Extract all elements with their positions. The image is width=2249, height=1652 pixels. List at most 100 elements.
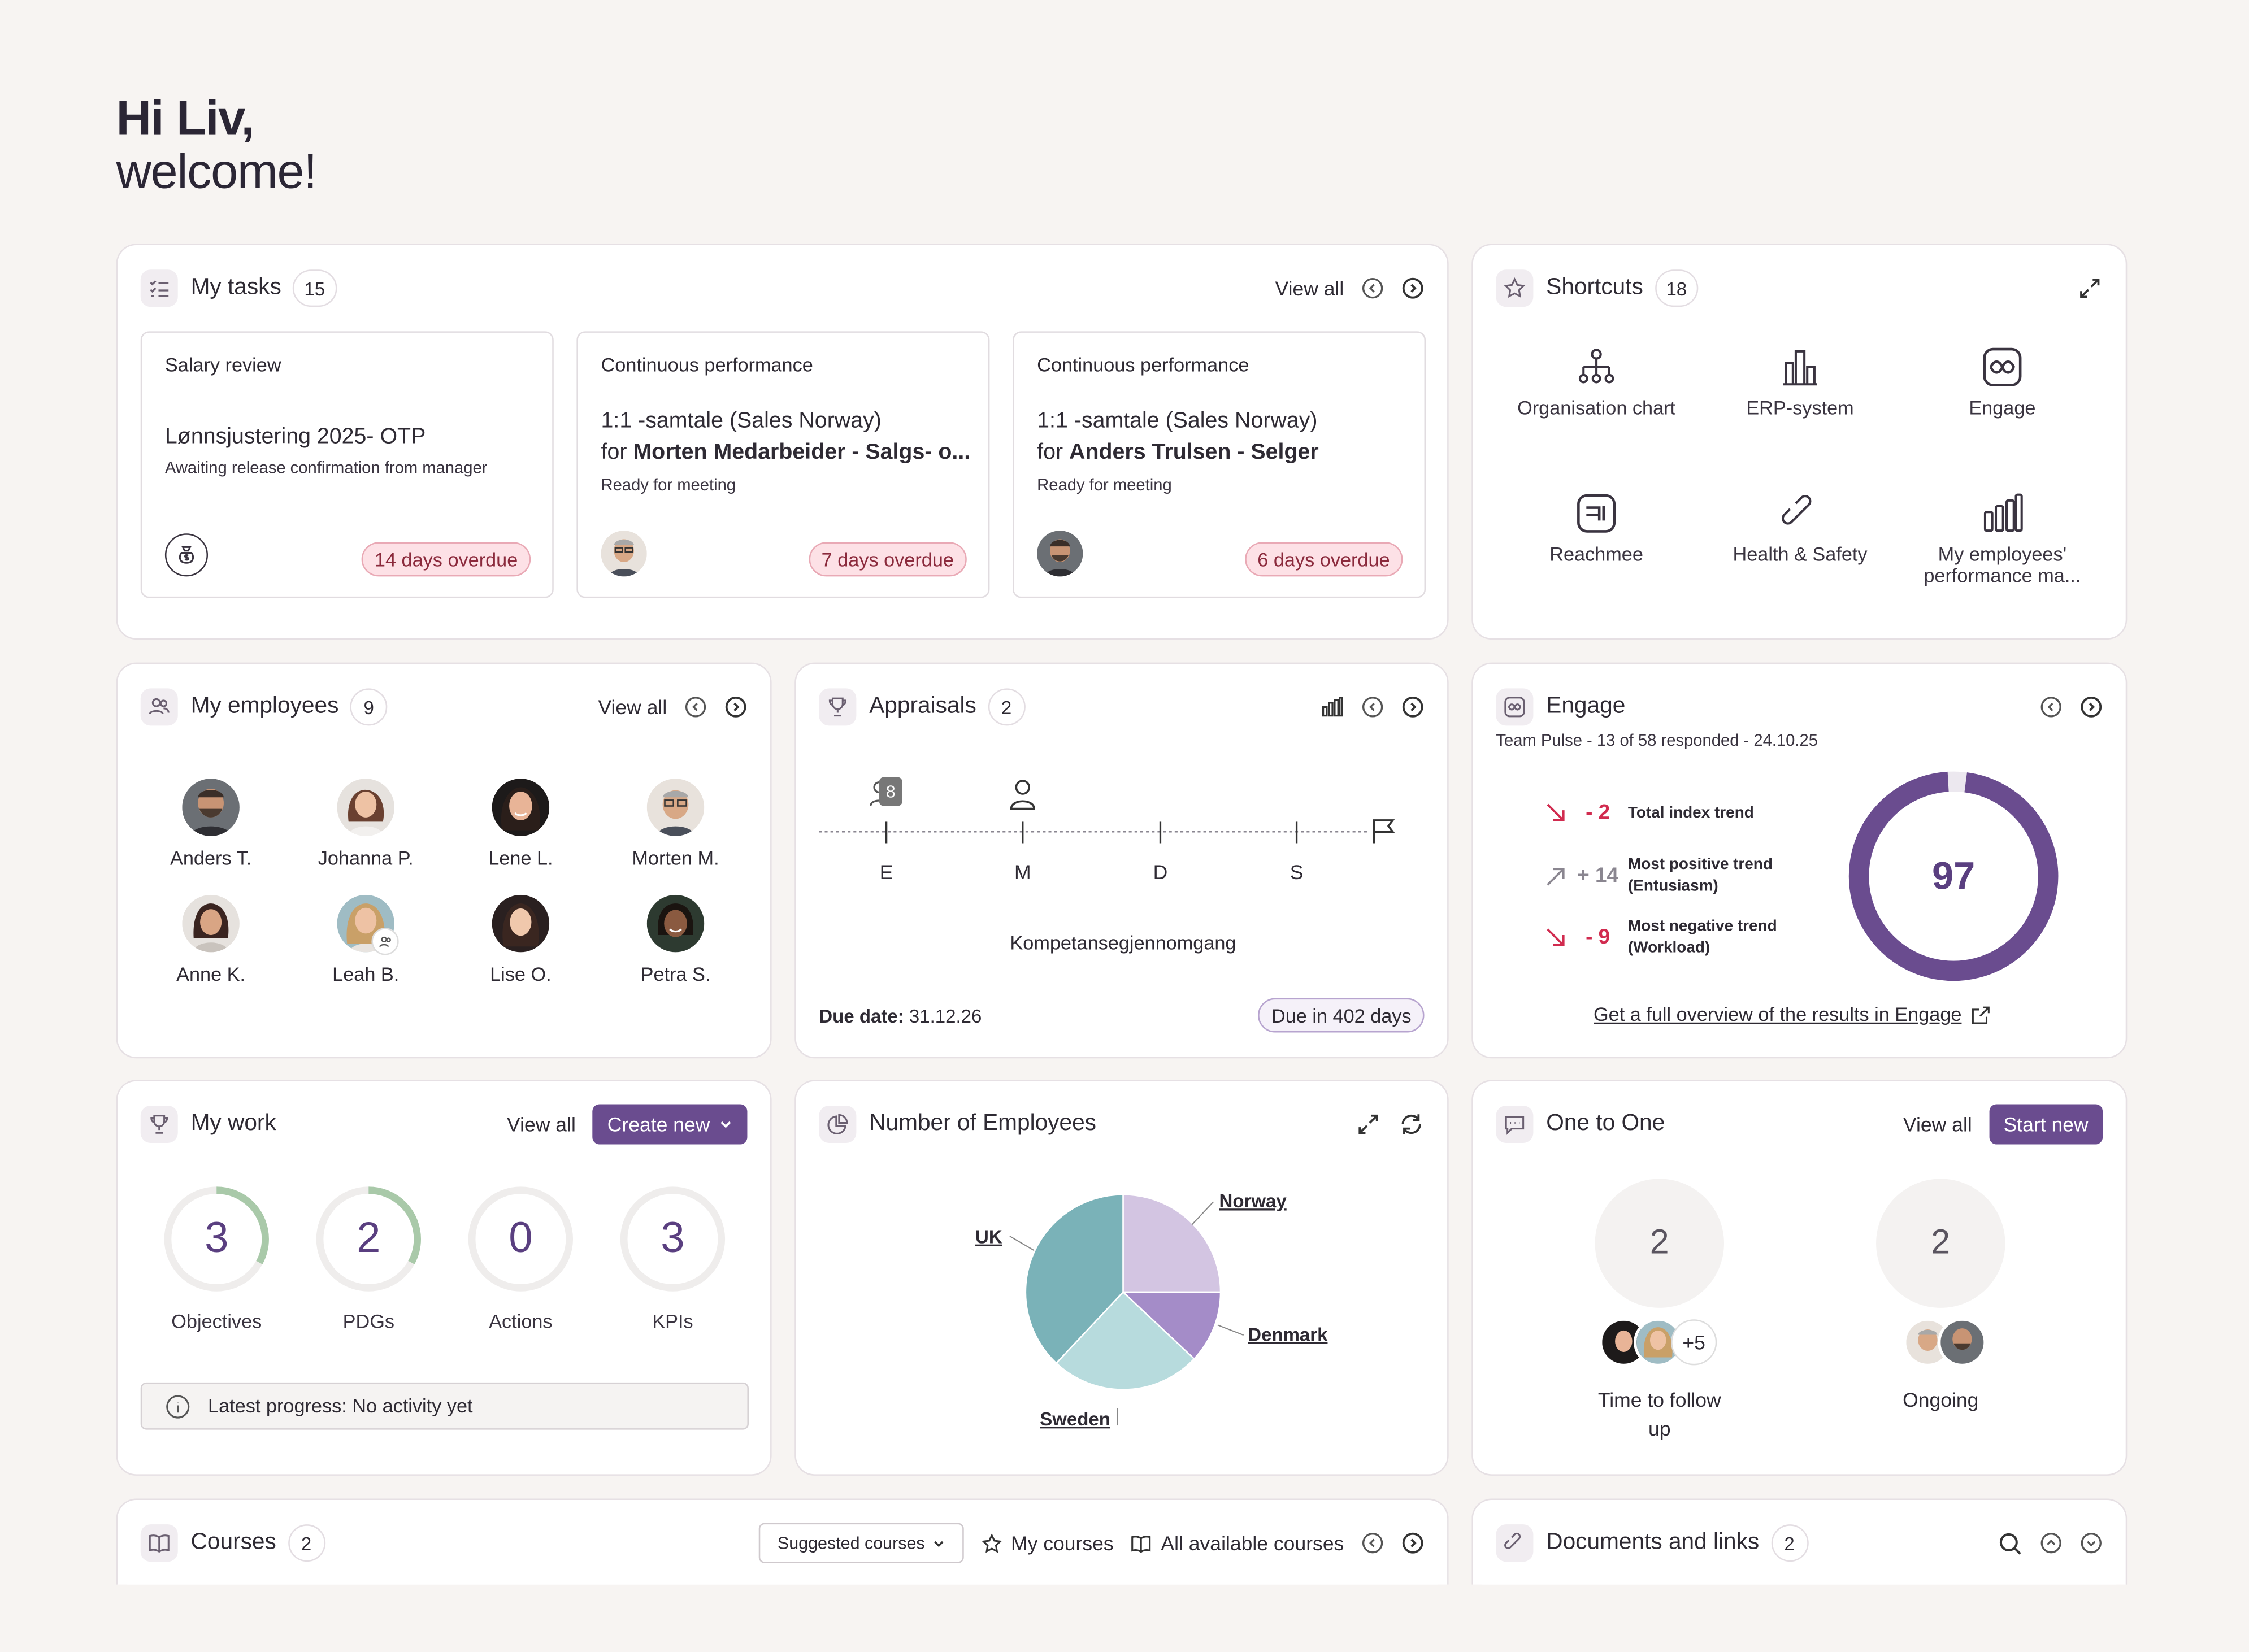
refresh-icon[interactable] bbox=[1399, 1111, 1425, 1137]
prev-arrow-icon[interactable] bbox=[684, 695, 707, 719]
prev-arrow-icon[interactable] bbox=[1361, 1532, 1384, 1555]
ongoing-stat[interactable]: 2 bbox=[1876, 1179, 2005, 1308]
task-card-continuous-performance[interactable]: Continuous performance 1:1 -samtale (Sal… bbox=[576, 331, 990, 598]
my-courses-link[interactable]: My courses bbox=[981, 1532, 1114, 1554]
timeline-step: M bbox=[1014, 860, 1031, 884]
employee-anders[interactable]: Anders T. bbox=[139, 779, 283, 869]
task-title: 1:1 -samtale (Sales Norway) bbox=[601, 408, 882, 433]
next-arrow-icon[interactable] bbox=[1401, 695, 1425, 719]
next-arrow-icon[interactable] bbox=[724, 695, 748, 719]
all-courses-link[interactable]: All available courses bbox=[1131, 1532, 1344, 1554]
pie-label-sweden[interactable]: Sweden bbox=[1040, 1408, 1110, 1429]
ring-kpis[interactable]: 3 bbox=[618, 1185, 727, 1294]
ring-value: 3 bbox=[205, 1214, 229, 1262]
task-list-icon bbox=[140, 269, 178, 307]
overdue-badge: 14 days overdue bbox=[362, 542, 531, 577]
avatar-stack bbox=[1903, 1318, 1987, 1367]
collapse-up-icon[interactable] bbox=[2039, 1532, 2063, 1555]
employee-johanna[interactable]: Johanna P. bbox=[294, 779, 437, 869]
shortcut-organisation-chart[interactable]: Organisation chart bbox=[1489, 346, 1704, 419]
trophy-icon bbox=[819, 688, 857, 726]
my-employees-card: My employees 9 View all Anders T. Johann… bbox=[116, 662, 772, 1059]
pie-slice-sweden[interactable] bbox=[1055, 1291, 1196, 1390]
bar-chart-icon[interactable] bbox=[1321, 695, 1344, 719]
pie-slice-norway[interactable] bbox=[1122, 1194, 1222, 1293]
prev-arrow-icon[interactable] bbox=[2039, 695, 2063, 719]
task-category: Continuous performance bbox=[601, 354, 813, 376]
people-badge-icon bbox=[371, 928, 399, 955]
shortcut-performance[interactable]: My employees' performance ma... bbox=[1895, 492, 2110, 586]
shortcuts-title: Shortcuts bbox=[1546, 275, 1643, 300]
documents-title: Documents and links bbox=[1546, 1530, 1760, 1555]
task-card-continuous-performance[interactable]: Continuous performance 1:1 -samtale (Sal… bbox=[1013, 331, 1426, 598]
pie-label-norway[interactable]: Norway bbox=[1219, 1190, 1287, 1211]
courses-title: Courses bbox=[190, 1530, 276, 1555]
ring-value: 3 bbox=[661, 1214, 685, 1262]
overdue-badge: 6 days overdue bbox=[1244, 542, 1403, 577]
one-to-one-view-all-link[interactable]: View all bbox=[1903, 1112, 1972, 1136]
appraisals-count: 2 bbox=[988, 688, 1026, 726]
engage-score: 97 bbox=[1931, 854, 1976, 897]
trend-row: - 2 Total index trend bbox=[1545, 802, 1754, 825]
chevron-down-icon bbox=[720, 1121, 731, 1128]
next-arrow-icon[interactable] bbox=[1401, 1532, 1425, 1555]
time-to-follow-up-stat[interactable]: 2 bbox=[1595, 1179, 1725, 1308]
work-view-all-link[interactable]: View all bbox=[507, 1112, 576, 1136]
pie-label-denmark[interactable]: Denmark bbox=[1248, 1324, 1328, 1345]
pie-label-leader bbox=[1191, 1201, 1214, 1225]
courses-count: 2 bbox=[288, 1524, 325, 1562]
task-card-salary-review[interactable]: Salary review Lønnsjustering 2025- OTP A… bbox=[140, 331, 554, 598]
start-new-button[interactable]: Start new bbox=[1989, 1104, 2103, 1145]
ring-actions[interactable]: 0 bbox=[466, 1185, 575, 1294]
shortcut-health-safety[interactable]: Health & Safety bbox=[1692, 492, 1908, 565]
shortcut-engage[interactable]: Engage bbox=[1895, 346, 2110, 419]
employee-petra[interactable]: Petra S. bbox=[604, 894, 748, 985]
appraisal-marker-badge: 8 bbox=[879, 777, 902, 806]
next-arrow-icon[interactable] bbox=[2079, 695, 2103, 719]
tasks-view-all-link[interactable]: View all bbox=[1275, 276, 1344, 300]
overdue-badge: 7 days overdue bbox=[808, 542, 967, 577]
shortcut-reachmee[interactable]: Reachmee bbox=[1489, 492, 1704, 565]
expand-down-icon[interactable] bbox=[2079, 1532, 2103, 1555]
ring-pdgs[interactable]: 2 bbox=[314, 1185, 423, 1294]
building-icon bbox=[1783, 350, 1817, 386]
ring-objectives[interactable]: 3 bbox=[162, 1185, 271, 1294]
star-icon bbox=[981, 1532, 1002, 1553]
employee-anne[interactable]: Anne K. bbox=[139, 894, 283, 985]
create-new-button[interactable]: Create new bbox=[593, 1104, 748, 1145]
task-for: for Anders Trulsen - Selger bbox=[1037, 440, 1319, 465]
prev-arrow-icon[interactable] bbox=[1361, 695, 1384, 719]
task-for: for Morten Medarbeider - Salgs- o... bbox=[601, 440, 971, 465]
avatar bbox=[1037, 531, 1083, 577]
my-tasks-card: My tasks 15 View all Salary review Lønns… bbox=[116, 244, 1449, 640]
people-icon bbox=[140, 688, 178, 726]
suggested-courses-dropdown[interactable]: Suggested courses bbox=[758, 1523, 964, 1563]
task-category: Salary review bbox=[164, 354, 281, 376]
more-avatars-count: +5 bbox=[1671, 1319, 1717, 1366]
timeline-step: S bbox=[1290, 860, 1304, 884]
task-category: Continuous performance bbox=[1037, 354, 1249, 376]
employee-leah[interactable]: Leah B. bbox=[294, 894, 437, 985]
engage-overview-link[interactable]: Get a full overview of the results in En… bbox=[1594, 1004, 1990, 1025]
employees-view-all-link[interactable]: View all bbox=[598, 695, 667, 719]
pie-label-uk[interactable]: UK bbox=[975, 1227, 1002, 1247]
task-title: Lønnsjustering 2025- OTP bbox=[164, 424, 426, 449]
expand-icon[interactable] bbox=[1356, 1111, 1382, 1137]
my-tasks-title: My tasks bbox=[190, 275, 281, 300]
expand-icon[interactable] bbox=[2077, 275, 2103, 301]
engage-card: Engage Team Pulse - 13 of 58 responded -… bbox=[1471, 662, 2128, 1059]
ring-label: KPIs bbox=[652, 1310, 693, 1333]
next-arrow-icon[interactable] bbox=[1401, 277, 1425, 300]
search-icon[interactable] bbox=[1998, 1531, 2022, 1555]
employee-lene[interactable]: Lene L. bbox=[449, 779, 592, 869]
prev-arrow-icon[interactable] bbox=[1361, 277, 1384, 300]
bar-chart-icon bbox=[1983, 493, 2023, 532]
employee-morten[interactable]: Morten M. bbox=[604, 779, 748, 869]
due-in-badge: Due in 402 days bbox=[1258, 998, 1425, 1033]
pie-slice-denmark[interactable] bbox=[1121, 1291, 1222, 1360]
employee-lise[interactable]: Lise O. bbox=[449, 894, 592, 985]
shortcut-erp-system[interactable]: ERP-system bbox=[1692, 346, 1908, 419]
pie-slice-uk[interactable] bbox=[1024, 1194, 1124, 1364]
appraisals-card: Appraisals 2 8 E M D S Kompetansegjennom… bbox=[794, 662, 1449, 1059]
task-title: 1:1 -samtale (Sales Norway) bbox=[1037, 408, 1318, 433]
